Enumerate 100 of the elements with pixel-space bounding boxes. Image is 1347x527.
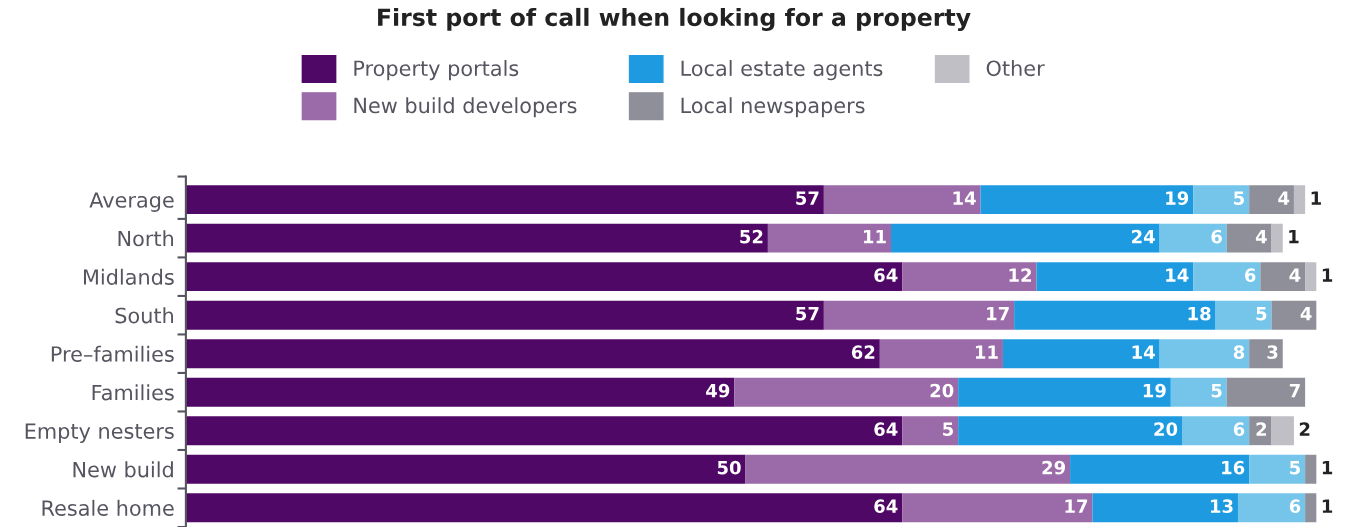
bar (1305, 262, 1317, 292)
bar (1249, 454, 1306, 484)
bar (1293, 185, 1306, 215)
bar (1226, 377, 1306, 407)
bar (1260, 262, 1306, 292)
y-tick-label: Pre–families (51, 345, 174, 362)
y-tick-label: South (115, 307, 174, 324)
data-label: 6 (1289, 499, 1301, 513)
bar (185, 262, 903, 292)
bar (891, 223, 1160, 253)
data-label: 2 (1256, 422, 1267, 436)
data-label: 19 (1143, 383, 1166, 398)
data-label: 5 (1234, 191, 1244, 205)
bar (1226, 223, 1272, 253)
bar (1193, 262, 1261, 292)
y-tick-label: New build (73, 461, 173, 478)
bar (958, 377, 1171, 407)
bar (958, 416, 1183, 446)
bar (767, 223, 892, 253)
bar (1159, 339, 1250, 369)
data-label: 29 (1042, 460, 1066, 475)
data-label: 6 (1211, 229, 1222, 244)
legend-label: New build developers (354, 97, 577, 118)
bar (1249, 416, 1272, 446)
data-label: 5 (1256, 307, 1267, 321)
data-label: 1 (1311, 191, 1321, 205)
bar (1159, 223, 1227, 253)
bar (185, 185, 824, 215)
data-label: 4 (1300, 307, 1312, 321)
data-label: 64 (874, 268, 898, 282)
bar (185, 300, 824, 330)
data-label: 3 (1267, 345, 1278, 359)
bar (823, 300, 1015, 330)
y-tick-label: North (118, 230, 174, 247)
bar (1271, 416, 1294, 446)
y-tick-label: Midlands (83, 268, 174, 285)
data-label: 57 (796, 191, 819, 205)
data-label: 64 (874, 499, 898, 513)
data-label: 50 (717, 460, 741, 475)
data-label: 13 (1210, 499, 1233, 513)
data-label: 62 (851, 345, 875, 359)
bar (1249, 185, 1294, 215)
y-tick-label: Resale home (42, 499, 174, 516)
data-label: 18 (1188, 306, 1211, 321)
data-label: 14 (1166, 268, 1189, 282)
data-label: 24 (1132, 229, 1155, 244)
legend-label: Local estate agents (681, 60, 883, 81)
bar (1271, 300, 1317, 330)
bar (902, 416, 959, 446)
data-label: 11 (975, 345, 998, 359)
y-tick-label: Families (92, 384, 174, 401)
bar (1182, 416, 1250, 446)
bar (980, 185, 1194, 215)
bar (185, 223, 768, 253)
bar (185, 339, 880, 369)
data-label: 7 (1289, 384, 1300, 398)
bar (1014, 300, 1216, 330)
data-label: 2 (1299, 422, 1310, 436)
bar (1070, 454, 1250, 484)
bar (745, 454, 1071, 484)
data-label: 12 (1009, 268, 1032, 282)
y-tick-label: Empty nesters (25, 423, 174, 443)
bar (1002, 339, 1160, 369)
legend-label: Property portals (354, 60, 519, 81)
data-label: 11 (864, 229, 886, 244)
data-label: 14 (1132, 345, 1155, 359)
data-label: 57 (796, 307, 819, 321)
y-tick-label: Average (89, 192, 174, 212)
legend-label: Local newspapers (681, 97, 865, 118)
data-label: 6 (1245, 268, 1256, 282)
bar (902, 262, 1037, 292)
bar (1249, 339, 1283, 369)
data-label: 5 (943, 422, 953, 436)
bar (1193, 185, 1250, 215)
data-label: 64 (874, 422, 898, 436)
data-label: 1 (1322, 461, 1333, 475)
data-label: 14 (953, 191, 976, 205)
bar (1305, 454, 1317, 484)
data-label: 1 (1322, 268, 1333, 282)
data-label: 16 (1222, 460, 1245, 475)
bar (902, 493, 1093, 523)
data-label: 6 (1233, 422, 1245, 436)
data-label: 8 (1233, 345, 1245, 359)
data-label: 4 (1255, 229, 1267, 244)
bar (879, 339, 1003, 369)
data-label: 49 (706, 383, 730, 398)
data-label: 52 (740, 229, 763, 244)
chart-title: First port of call when looking for a property (378, 7, 971, 31)
bar (734, 377, 959, 407)
bar (1170, 377, 1227, 407)
bar (185, 493, 903, 523)
legend-label: Other (986, 60, 1045, 77)
data-label: 5 (1211, 384, 1222, 398)
data-label: 19 (1166, 191, 1189, 205)
data-label: 4 (1278, 191, 1290, 205)
bar (1271, 223, 1283, 253)
bar (1092, 493, 1238, 523)
data-label: 17 (1065, 499, 1088, 513)
bar (1237, 493, 1306, 523)
data-label: 20 (1154, 422, 1178, 436)
